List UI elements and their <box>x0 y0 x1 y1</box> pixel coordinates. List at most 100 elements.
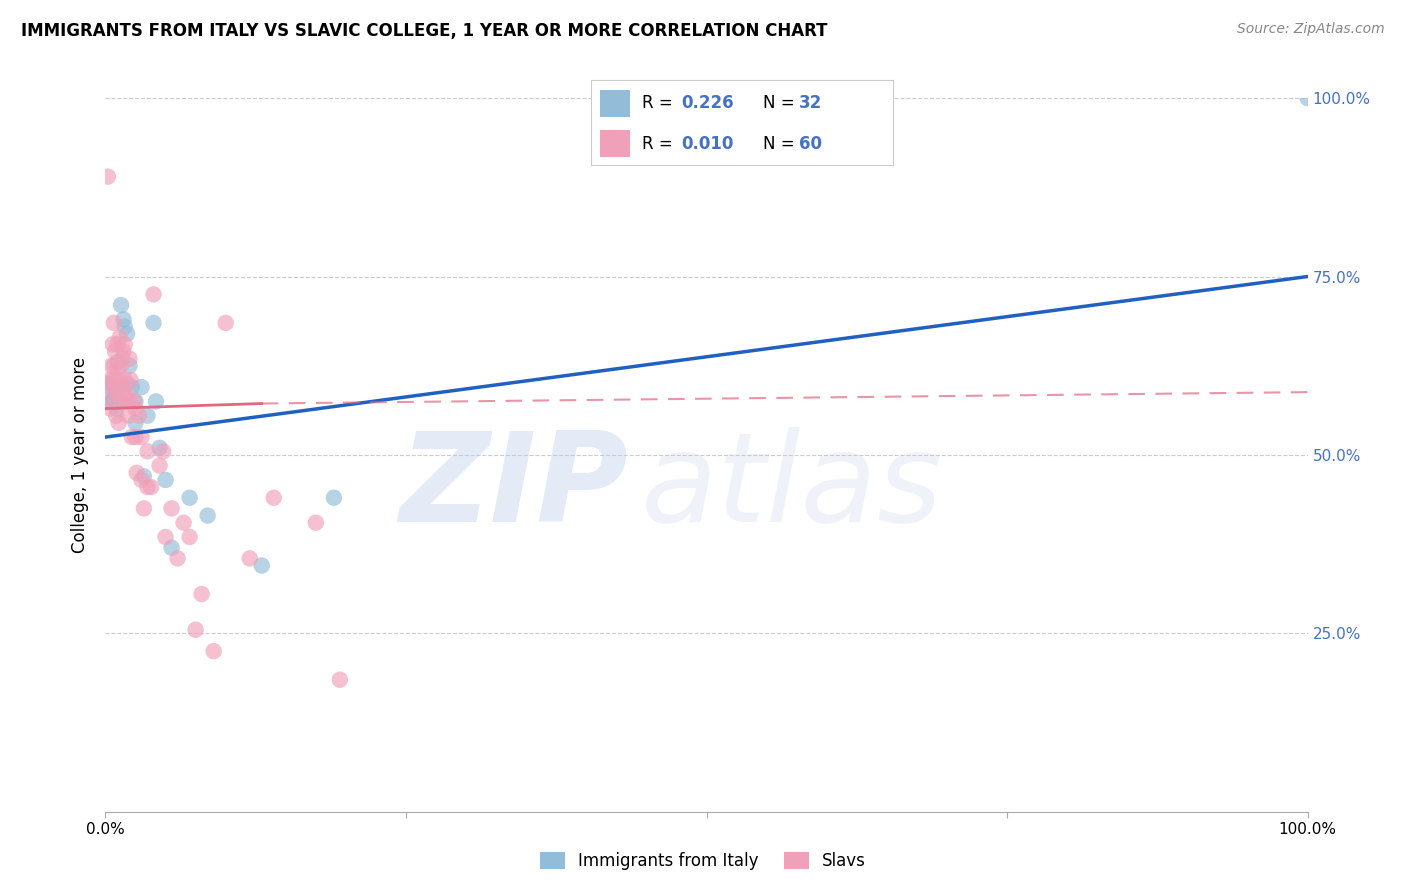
Point <box>305 516 328 530</box>
Text: 32: 32 <box>799 95 823 112</box>
Text: ZIP: ZIP <box>399 426 628 548</box>
Point <box>103 359 125 373</box>
FancyBboxPatch shape <box>599 130 630 157</box>
Point <box>179 530 201 544</box>
Point <box>160 501 183 516</box>
Point <box>98 373 121 387</box>
Point <box>112 312 135 326</box>
Point <box>107 387 129 401</box>
Point <box>98 376 121 391</box>
Point <box>103 316 125 330</box>
Text: R =: R = <box>643 135 678 153</box>
Text: IMMIGRANTS FROM ITALY VS SLAVIC COLLEGE, 1 YEAR OR MORE CORRELATION CHART: IMMIGRANTS FROM ITALY VS SLAVIC COLLEGE,… <box>21 22 828 40</box>
Point <box>107 362 129 376</box>
Point <box>118 359 141 373</box>
Point <box>105 409 128 423</box>
Point <box>98 380 121 394</box>
Point <box>97 169 120 184</box>
Point <box>124 430 146 444</box>
Point <box>239 551 262 566</box>
Point <box>160 541 183 555</box>
Point <box>110 298 132 312</box>
Point <box>202 644 225 658</box>
Point <box>152 444 174 458</box>
Text: N =: N = <box>763 95 800 112</box>
Point <box>1296 91 1319 105</box>
Point <box>173 516 195 530</box>
Point <box>107 355 129 369</box>
Point <box>114 373 136 387</box>
Text: 0.010: 0.010 <box>682 135 734 153</box>
Point <box>145 394 167 409</box>
Point <box>110 359 132 373</box>
Point <box>104 391 127 405</box>
Point <box>124 401 146 416</box>
Point <box>197 508 219 523</box>
Point <box>179 491 201 505</box>
Point <box>142 316 165 330</box>
Point <box>112 387 135 401</box>
Point <box>121 430 143 444</box>
Point <box>107 416 129 430</box>
Text: Source: ZipAtlas.com: Source: ZipAtlas.com <box>1237 22 1385 37</box>
Point <box>166 551 188 566</box>
Point <box>101 337 124 351</box>
Point <box>148 458 170 473</box>
Point <box>115 394 138 409</box>
Point <box>131 380 153 394</box>
Point <box>110 394 132 409</box>
Point <box>101 394 124 409</box>
Point <box>112 344 135 359</box>
FancyBboxPatch shape <box>599 89 630 117</box>
Point <box>105 373 128 387</box>
Point <box>131 430 153 444</box>
Legend: Immigrants from Italy, Slavs: Immigrants from Italy, Slavs <box>533 845 873 877</box>
Point <box>115 326 138 341</box>
Y-axis label: College, 1 year or more: College, 1 year or more <box>72 357 90 553</box>
Point <box>107 337 129 351</box>
Point <box>250 558 273 573</box>
Point <box>184 623 207 637</box>
Text: R =: R = <box>643 95 678 112</box>
Point <box>136 409 159 423</box>
Point <box>124 416 146 430</box>
Point <box>118 351 141 366</box>
Point <box>114 337 136 351</box>
Point <box>155 473 177 487</box>
Point <box>108 373 131 387</box>
Point <box>103 391 125 405</box>
Point <box>142 287 165 301</box>
Text: 0.226: 0.226 <box>682 95 734 112</box>
Point <box>136 444 159 458</box>
Point <box>148 441 170 455</box>
Point <box>117 409 139 423</box>
Point <box>100 387 122 401</box>
Point <box>128 409 150 423</box>
Point <box>136 480 159 494</box>
Point <box>108 394 131 409</box>
Point <box>115 376 138 391</box>
Point <box>107 384 129 398</box>
Point <box>100 394 122 409</box>
Point <box>108 330 131 344</box>
Point <box>118 394 141 409</box>
Text: atlas: atlas <box>640 426 942 548</box>
Point <box>115 387 138 401</box>
Point <box>132 501 155 516</box>
Point <box>120 373 142 387</box>
Point <box>329 673 352 687</box>
Point <box>214 316 236 330</box>
Point <box>155 530 177 544</box>
Point <box>111 351 134 366</box>
Text: N =: N = <box>763 135 800 153</box>
Point <box>190 587 212 601</box>
Point <box>98 401 121 416</box>
Point <box>114 319 136 334</box>
Point <box>121 380 143 394</box>
Point <box>105 401 128 416</box>
Point <box>104 344 127 359</box>
Point <box>104 380 127 394</box>
Text: 60: 60 <box>799 135 823 153</box>
Point <box>132 469 155 483</box>
Point <box>100 359 122 373</box>
